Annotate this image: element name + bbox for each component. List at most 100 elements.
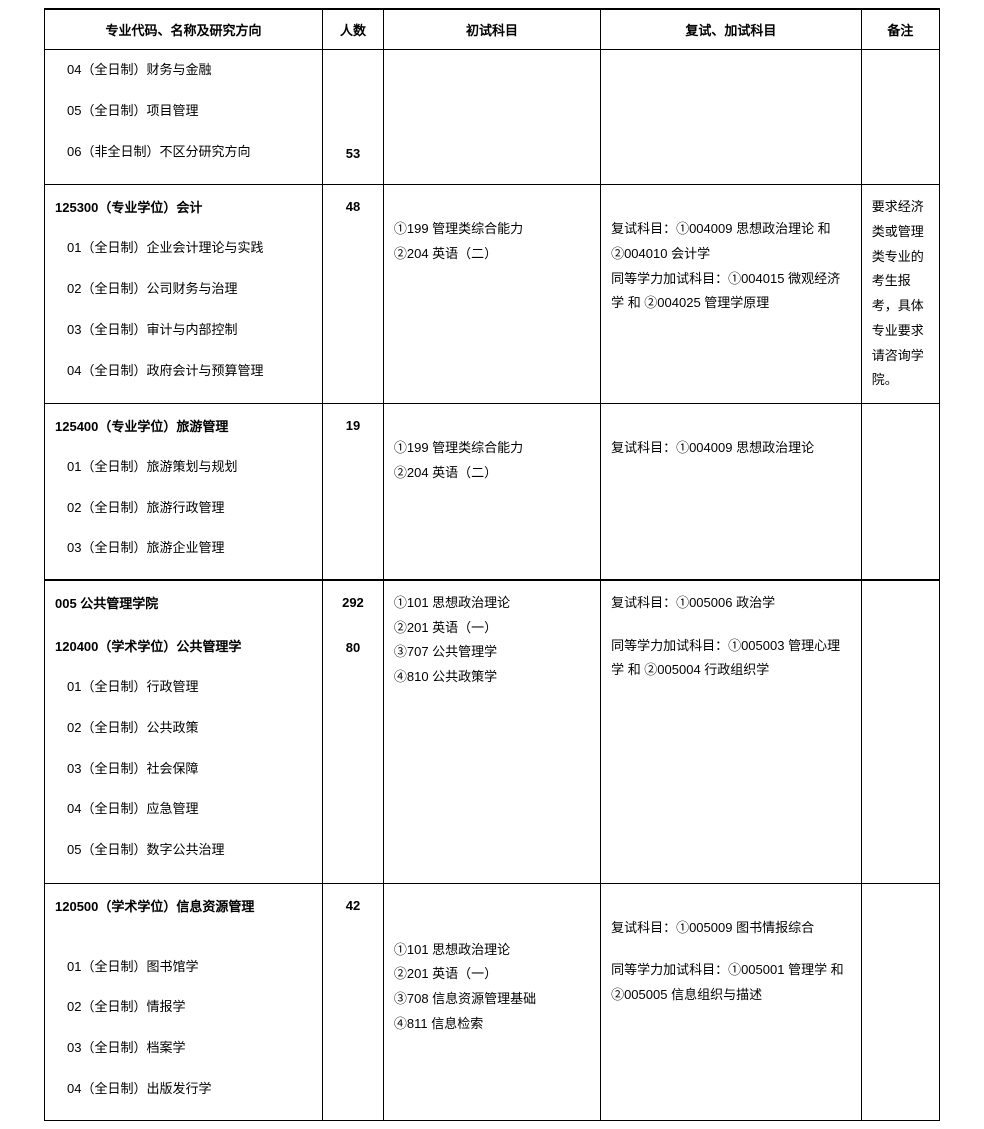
exam1-line: ①199 管理类综合能力 [394, 217, 590, 242]
major-heading: 125400（专业学位）旅游管理 [55, 404, 312, 447]
direction-label: 03（全日制）审计与内部控制 [55, 310, 312, 351]
school-count: 292 [323, 581, 383, 626]
direction-label: 05（全日制）项目管理 [55, 91, 312, 132]
note-cell [861, 883, 939, 1120]
direction-count [323, 449, 383, 490]
direction-label: 03（全日制）社会保障 [55, 749, 312, 790]
major-heading: 120500（学术学位）信息资源管理 [55, 884, 312, 927]
major-cell: 125400（专业学位）旅游管理01（全日制）旅游策划与规划02（全日制）旅游行… [45, 403, 323, 580]
major-heading: 120400（学术学位）公共管理学 [55, 624, 312, 667]
count-cell: 29280 [323, 580, 384, 883]
direction-count [323, 793, 383, 834]
header-exam2: 复试、加试科目 [601, 9, 862, 50]
direction-label: 02（全日制）公司财务与治理 [55, 269, 312, 310]
count-cell: 19 [323, 403, 384, 580]
direction-count [323, 834, 383, 875]
count-cell: 53 [323, 50, 384, 185]
exam1-line: ③707 公共管理学 [394, 640, 590, 665]
major-cell: 04（全日制）财务与金融05（全日制）项目管理06（非全日制）不区分研究方向 [45, 50, 323, 185]
exam1-line: ④810 公共政策学 [394, 665, 590, 690]
direction-count [323, 1071, 383, 1112]
direction-count [323, 353, 383, 394]
exam1-line: ②204 英语（二） [394, 461, 590, 486]
direction-count [323, 671, 383, 712]
exam1-line: ③708 信息资源管理基础 [394, 987, 590, 1012]
direction-label: 01（全日制）企业会计理论与实践 [55, 228, 312, 269]
direction-label: 01（全日制）旅游策划与规划 [55, 447, 312, 488]
direction-count [323, 230, 383, 271]
exam1-line: ④811 信息检索 [394, 1012, 590, 1037]
major-count: 80 [323, 626, 383, 671]
direction-count [323, 489, 383, 530]
exam2-line: 复试科目：①004009 思想政治理论 和 ②004010 会计学 [611, 217, 851, 266]
exam2-line: 复试科目：①005006 政治学 [611, 591, 851, 616]
major-count: 19 [323, 404, 383, 449]
exam1-line: ②201 英语（一） [394, 616, 590, 641]
note-cell [861, 50, 939, 185]
exam1-line: ②204 英语（二） [394, 242, 590, 267]
direction-count [323, 312, 383, 353]
table-row: 125300（专业学位）会计01（全日制）企业会计理论与实践02（全日制）公司财… [45, 185, 940, 404]
exam2-cell [601, 50, 862, 185]
direction-label: 02（全日制）情报学 [55, 987, 312, 1028]
exam1-cell: ①199 管理类综合能力②204 英语（二） [383, 403, 600, 580]
major-count: 48 [323, 185, 383, 230]
direction-label: 03（全日制）档案学 [55, 1028, 312, 1069]
exam1-cell [383, 50, 600, 185]
major-heading: 125300（专业学位）会计 [55, 185, 312, 228]
exam2-line: 同等学力加试科目：①005001 管理学 和 ②005005 信息组织与描述 [611, 958, 851, 1007]
major-cell: 005 公共管理学院120400（学术学位）公共管理学01（全日制）行政管理02… [45, 580, 323, 883]
exam2-line: 复试科目：①005009 图书情报综合 [611, 916, 851, 941]
header-major: 专业代码、名称及研究方向 [45, 9, 323, 50]
note-cell [861, 580, 939, 883]
direction-label: 02（全日制）公共政策 [55, 708, 312, 749]
note-cell [861, 403, 939, 580]
direction-label: 02（全日制）旅游行政管理 [55, 488, 312, 529]
exam1-line: ①199 管理类综合能力 [394, 436, 590, 461]
blank-space [55, 927, 312, 947]
exam2-line: 复试科目：①004009 思想政治理论 [611, 436, 851, 461]
direction-count [323, 948, 383, 989]
note-cell: 要求经济类或管理类专业的考生报考，具体专业要求请咨询学院。 [861, 185, 939, 404]
direction-count [323, 271, 383, 312]
exam1-line: ①101 思想政治理论 [394, 591, 590, 616]
admissions-table: 专业代码、名称及研究方向 人数 初试科目 复试、加试科目 备注 04（全日制）财… [44, 8, 940, 1121]
direction-label: 04（全日制）政府会计与预算管理 [55, 351, 312, 392]
header-note: 备注 [861, 9, 939, 50]
exam2-cell: 复试科目：①005006 政治学同等学力加试科目：①005003 管理心理学 和… [601, 580, 862, 883]
direction-count [323, 530, 383, 571]
table-row: 120500（学术学位）信息资源管理01（全日制）图书馆学02（全日制）情报学0… [45, 883, 940, 1120]
note-text: 要求经济类或管理类专业的考生报考，具体专业要求请咨询学院。 [872, 195, 929, 393]
direction-count [323, 711, 383, 752]
exam2-cell: 复试科目：①004009 思想政治理论 和 ②004010 会计学同等学力加试科… [601, 185, 862, 404]
exam1-cell: ①101 思想政治理论②201 英语（一）③707 公共管理学④810 公共政策… [383, 580, 600, 883]
table-row: 125400（专业学位）旅游管理01（全日制）旅游策划与规划02（全日制）旅游行… [45, 403, 940, 580]
exam1-line: ②201 英语（一） [394, 962, 590, 987]
direction-count [323, 50, 383, 91]
direction-label: 04（全日制）财务与金融 [55, 50, 312, 91]
exam1-line: ①101 思想政治理论 [394, 938, 590, 963]
major-cell: 125300（专业学位）会计01（全日制）企业会计理论与实践02（全日制）公司财… [45, 185, 323, 404]
direction-label: 06（非全日制）不区分研究方向 [55, 132, 312, 173]
exam1-cell: ①199 管理类综合能力②204 英语（二） [383, 185, 600, 404]
exam2-line: 同等学力加试科目：①005003 管理心理学 和 ②005004 行政组织学 [611, 634, 851, 683]
table-header-row: 专业代码、名称及研究方向 人数 初试科目 复试、加试科目 备注 [45, 9, 940, 50]
direction-label: 04（全日制）应急管理 [55, 789, 312, 830]
direction-label: 04（全日制）出版发行学 [55, 1069, 312, 1110]
direction-label: 03（全日制）旅游企业管理 [55, 528, 312, 569]
direction-count [323, 989, 383, 1030]
direction-count [323, 1030, 383, 1071]
direction-label: 01（全日制）图书馆学 [55, 947, 312, 988]
major-cell: 120500（学术学位）信息资源管理01（全日制）图书馆学02（全日制）情报学0… [45, 883, 323, 1120]
count-cell: 42 [323, 883, 384, 1120]
direction-label: 01（全日制）行政管理 [55, 667, 312, 708]
table-row: 04（全日制）财务与金融05（全日制）项目管理06（非全日制）不区分研究方向 5… [45, 50, 940, 185]
exam2-line: 同等学力加试科目：①004015 微观经济学 和 ②004025 管理学原理 [611, 267, 851, 316]
exam2-cell: 复试科目：①004009 思想政治理论 [601, 403, 862, 580]
blank-space [323, 928, 383, 948]
direction-count [323, 91, 383, 132]
exam2-cell: 复试科目：①005009 图书情报综合同等学力加试科目：①005001 管理学 … [601, 883, 862, 1120]
exam1-cell: ①101 思想政治理论②201 英语（一）③708 信息资源管理基础④811 信… [383, 883, 600, 1120]
direction-label: 05（全日制）数字公共治理 [55, 830, 312, 871]
count-cell: 48 [323, 185, 384, 404]
